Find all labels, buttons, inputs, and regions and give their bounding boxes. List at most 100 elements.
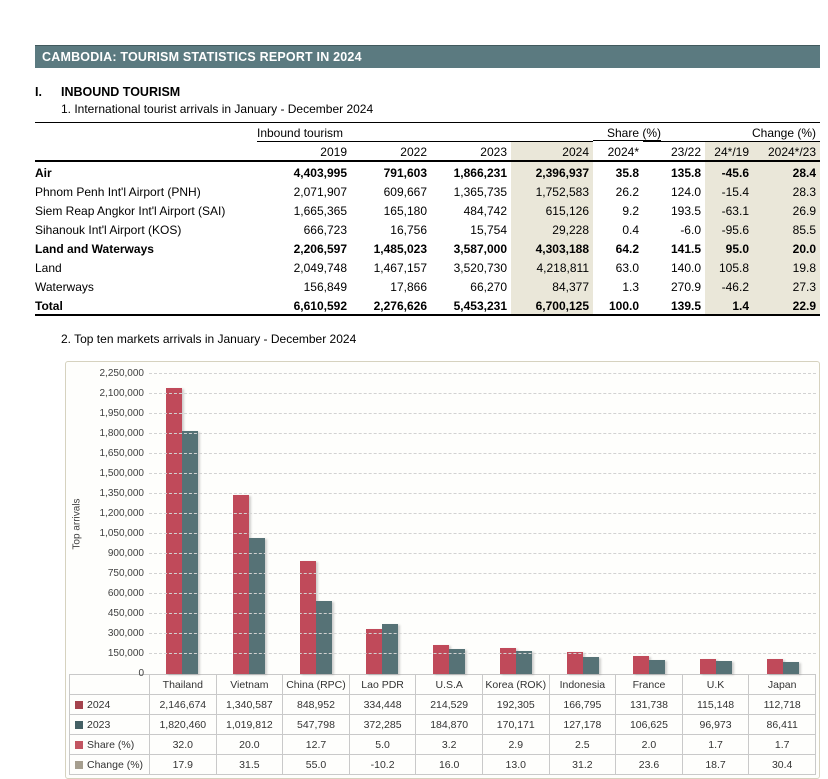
bar-2023	[449, 649, 466, 674]
chart-value-cell: 127,178	[548, 714, 617, 735]
value-cell: 2,071,907	[293, 185, 347, 199]
share-group-header: Share (%)	[593, 122, 662, 142]
y-tick-label: 600,000	[107, 588, 144, 599]
value-cell: 1,665,365	[293, 204, 347, 218]
chart-value-cell: 17.9	[149, 754, 217, 775]
chart-value-cell: 3.2	[415, 734, 483, 755]
chart-data-table: Thailand Vietnam China (RPC) Lao PDR U.S.A Ko…	[69, 674, 816, 775]
gridline	[149, 413, 816, 414]
years-header-row: 2019 2022 2023 2024 2024* 23/22 24*/19 2024*/23	[35, 141, 821, 162]
inbound-tourism-group-header: Inbound tourism	[257, 122, 593, 142]
value-cell: 35.8	[615, 166, 639, 180]
value-cell: 0.4	[622, 223, 639, 237]
category-slot	[349, 374, 416, 674]
empty-corner-cell	[35, 122, 257, 142]
legend-label: Change (%)	[87, 758, 144, 771]
chart-value-cell: 23.6	[615, 754, 683, 775]
gridline	[149, 373, 816, 374]
bar-2024	[499, 648, 516, 674]
chart-value-cell: 30.4	[748, 754, 816, 775]
chart-value-cell: 1.7	[748, 734, 816, 755]
value-cell: 4,218,811	[511, 257, 593, 276]
chart-value-cell: 1,019,812	[215, 714, 284, 735]
category-header: China (RPC)	[282, 674, 350, 695]
table-row: Sihanouk Int'l Airport (KOS) 666,723 16,75…	[35, 219, 821, 238]
value-cell: 156,849	[303, 280, 347, 294]
year-column-header: 2024*	[593, 141, 643, 162]
group-header-row: Inbound tourism Share (%) Change (%)	[35, 122, 821, 142]
value-cell: -95.6	[705, 219, 753, 238]
chart-table-row: 2023 1,820,460 1,019,812 547,798 372,285 184,…	[69, 714, 816, 735]
value-cell: 85.5	[753, 219, 821, 238]
chart-value-cell: 334,448	[348, 694, 417, 715]
y-axis-title: Top arrivals	[71, 498, 83, 550]
row-label: Waterways	[35, 280, 94, 294]
category-slot	[683, 374, 750, 674]
chart-value-cell: 166,795	[548, 694, 617, 715]
category-slot	[483, 374, 550, 674]
y-tick-label: 1,800,000	[99, 428, 145, 439]
value-cell: 19.8	[753, 257, 821, 276]
legend-label: 2023	[87, 718, 111, 731]
bar-2023	[715, 661, 732, 674]
value-cell: -45.6	[705, 161, 753, 181]
category-header: Lao PDR	[348, 674, 417, 695]
value-cell: 3,520,730	[453, 261, 507, 275]
gridline	[149, 573, 816, 574]
chart-value-cell: 115,148	[681, 694, 750, 715]
value-cell: 4,403,995	[293, 166, 347, 180]
y-tick-label: 1,500,000	[99, 468, 145, 479]
value-cell: 95.0	[705, 238, 753, 257]
category-slot	[749, 374, 816, 674]
value-cell: 666,723	[303, 223, 347, 237]
chart-value-cell: 2,146,674	[149, 694, 217, 715]
value-cell: 28.4	[753, 161, 821, 181]
year-column-header: 2022	[351, 141, 431, 162]
category-header: France	[615, 674, 683, 695]
row-label: Land and Waterways	[35, 242, 154, 256]
value-cell: 20.0	[753, 238, 821, 257]
y-tick-label: 300,000	[107, 628, 144, 639]
year-column-header: 2024*/23	[753, 141, 821, 162]
gridline	[149, 393, 816, 394]
gridline	[149, 513, 816, 514]
table-subtitle: 1. International tourist arrivals in Jan…	[61, 102, 374, 116]
bar-2023	[582, 657, 599, 674]
chart-value-cell: 106,625	[615, 714, 683, 735]
y-tick-label: 1,050,000	[99, 528, 145, 539]
value-cell: 165,180	[383, 204, 427, 218]
chart-plot-area	[149, 373, 816, 674]
value-cell: 63.0	[615, 261, 639, 275]
chart-value-cell: 16.0	[415, 754, 483, 775]
year-column-header: 2023	[431, 141, 511, 162]
chart-row-label: Change (%)	[69, 754, 150, 775]
y-tick-label: 1,650,000	[99, 448, 145, 459]
chart-value-cell: 192,305	[481, 694, 550, 715]
value-cell: 484,742	[463, 204, 507, 218]
value-cell: 124.0	[670, 185, 701, 199]
chart-value-cell: 96,973	[681, 714, 750, 735]
chart-value-cell: 5.0	[348, 734, 417, 755]
chart-row-label: 2023	[69, 714, 150, 735]
chart-value-cell: -10.2	[348, 754, 417, 775]
chart-value-cell: 2.5	[548, 734, 617, 755]
gridline	[149, 473, 816, 474]
value-cell: 139.5	[643, 295, 705, 316]
change-group-header: Change (%)	[643, 122, 821, 142]
section-numeral: I.	[35, 85, 42, 99]
bar-2024	[633, 656, 650, 674]
years-row-empty-cell	[35, 141, 257, 162]
chart-value-cell: 86,411	[748, 714, 816, 735]
gridline	[149, 493, 816, 494]
value-cell: 26.2	[615, 185, 639, 199]
value-cell: 4,303,188	[511, 238, 593, 257]
row-label: Total	[35, 295, 257, 316]
category-slot	[549, 374, 616, 674]
y-tick-label: 0	[138, 668, 144, 679]
chart-value-cell: 1.7	[681, 734, 750, 755]
table-row: Total 6,610,592 2,276,626 5,453,231 6,700,12…	[35, 295, 821, 316]
value-cell: 29,228	[511, 219, 593, 238]
chart-subtitle: 2. Top ten markets arrivals in January -…	[61, 332, 357, 346]
value-cell: -15.4	[705, 181, 753, 200]
